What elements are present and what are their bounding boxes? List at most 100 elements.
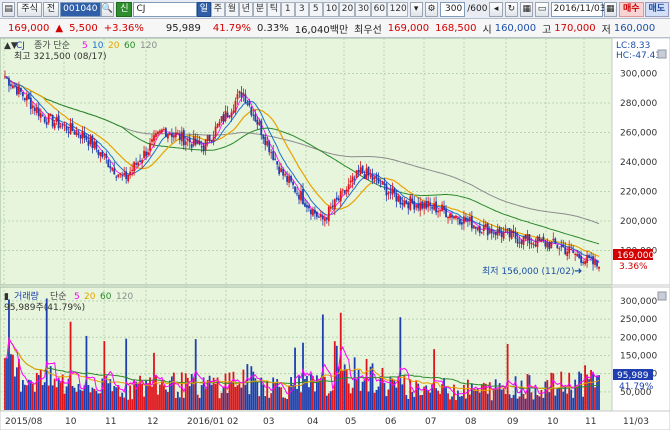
menu-icon[interactable]: ▤ [2,1,16,17]
window-icon[interactable]: ▭ [535,1,549,17]
date-input[interactable]: 2016/11/03 [550,1,606,17]
candle-body [540,238,543,243]
minute-3[interactable]: 3 [294,1,309,17]
volume-bar [588,379,590,410]
volume-bar [81,390,84,410]
volume-bar [413,396,416,410]
volume-bar [516,398,519,410]
volume-bar [399,317,402,410]
minute-1[interactable]: 1 [280,1,295,17]
tab-month[interactable]: 월 [224,1,239,17]
price-scroll-handle[interactable] [657,49,667,59]
candle-body [186,139,189,141]
volume-bar [103,341,106,410]
credit-tag[interactable]: 신 [116,1,133,17]
volume-bar [290,377,292,410]
ma60-line [4,76,600,245]
refresh-icon[interactable]: ↻ [504,1,519,17]
settings-icon[interactable]: ⚙ [424,1,439,17]
minute-20[interactable]: 20 [338,1,355,17]
volume-bar [220,392,223,410]
minute-120[interactable]: 120 [386,1,408,17]
x-tick-label: 11 [585,417,596,427]
candle-body [437,210,439,213]
candle-body [294,186,296,193]
volume-bar [147,383,149,410]
candle-body [528,234,531,244]
stock-name-field[interactable]: CJ [133,1,197,17]
volume-bar [234,386,237,410]
dropdown-icon[interactable]: ▾ [409,1,423,17]
volume-bar [564,386,567,410]
chart-area[interactable]: 300,000 280,000 260,000 240,000 220,000 200,0… [0,37,670,431]
minute-5[interactable]: 5 [308,1,323,17]
volume-bar [280,387,283,410]
tab-year[interactable]: 년 [238,1,253,17]
sell-button[interactable]: 매도 [644,1,670,17]
volume-bar [33,391,36,410]
minute-60[interactable]: 60 [370,1,387,17]
candle-body [254,114,257,122]
volume-bar [296,388,298,410]
candle-body [570,248,573,250]
count-input[interactable]: 300 [440,1,466,17]
tab-day[interactable]: 일 [196,1,211,17]
candle-body [367,166,370,176]
volume-bar [316,375,318,410]
volume-bar [439,393,441,410]
calendar-icon[interactable]: ▦ [603,1,617,17]
volume-bar [449,399,451,410]
volume-bar [282,397,285,410]
volume-bar [73,387,76,410]
volume-bar [292,384,294,410]
volume-bar [425,385,428,410]
candle-body [556,245,559,248]
candle-body [323,218,326,222]
high-label: 고 [542,24,552,36]
tab-week[interactable]: 주 [210,1,225,17]
candle-body [488,229,491,234]
volume-bar [472,388,475,410]
stock-code-input[interactable]: 001040 [60,1,101,17]
tab-tick[interactable]: 틱 [266,1,281,17]
volume-bar [574,379,577,410]
candle-body [105,153,108,159]
volume-bar [37,375,40,410]
candle-body [155,133,157,137]
volume-bar [272,377,275,410]
candle-body [423,202,426,209]
mode-select[interactable]: 전 [42,1,60,17]
minute-10[interactable]: 10 [322,1,339,17]
candle-body [369,175,372,177]
grid-icon[interactable]: ▦ [520,1,534,17]
candle-body [480,232,483,234]
vol-legend-ma20: 20 [84,292,96,302]
volume-bar [248,394,251,410]
volume-bar [59,382,62,410]
candle-body [310,209,312,215]
high-price: 170,000 [554,22,596,34]
vol-legend-icon: ▮ [4,292,9,302]
market-select[interactable]: 주식 [17,1,42,17]
scroll-left-icon[interactable]: ◂ [489,1,503,17]
volume-bar [357,369,360,410]
volume-bar [19,391,22,410]
tab-minute[interactable]: 분 [252,1,267,17]
candle-body [359,167,362,174]
candle-body [27,93,30,100]
volume-bar [180,372,183,410]
search-icon[interactable]: 🔍 [100,1,115,17]
volume-bar [548,392,551,410]
buy-button[interactable]: 매수 [618,1,644,17]
volume-bar [93,389,96,410]
volume-bar [451,396,453,410]
volume-scroll-handle[interactable] [657,291,667,301]
volume-bar [383,382,386,410]
minute-30[interactable]: 30 [354,1,371,17]
stock-chart[interactable]: 300,000 280,000 260,000 240,000 220,000 200,0… [0,37,670,431]
volume-bar [216,377,219,410]
volume-bar [270,393,273,410]
candle-body [161,129,163,133]
up-arrow-icon: ▲ [55,22,64,34]
volume-bar [240,387,243,410]
